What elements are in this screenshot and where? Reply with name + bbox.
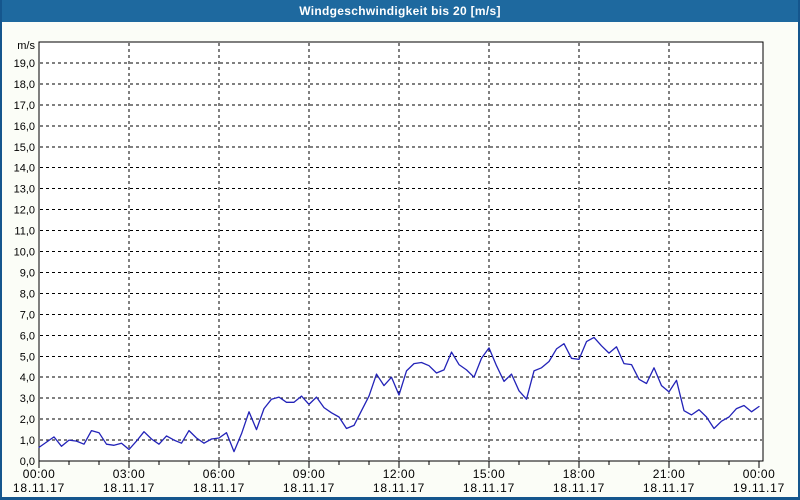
y-tick-label: 1,0 <box>20 435 35 447</box>
y-tick-label: 11,0 <box>14 226 35 238</box>
chart-title: Windgeschwindigkeit bis 20 [m/s] <box>299 4 501 18</box>
title-bar: Windgeschwindigkeit bis 20 [m/s] <box>2 0 798 22</box>
x-tick-date-label: 18.11.17 <box>553 481 605 495</box>
y-tick-label: 9,0 <box>20 267 35 279</box>
x-tick-date-label: 18.11.17 <box>283 481 335 495</box>
x-tick-date-label: 18.11.17 <box>463 481 515 495</box>
x-tick-date-label: 18.11.17 <box>193 481 245 495</box>
y-tick-label: 14,0 <box>14 163 35 175</box>
y-tick-label: 3,0 <box>20 393 35 405</box>
x-tick-time-label: 18:00 <box>563 467 596 481</box>
y-tick-label: 13,0 <box>14 184 35 196</box>
y-axis-unit-label: m/s <box>17 40 35 52</box>
y-tick-label: 4,0 <box>20 372 35 384</box>
x-tick-time-label: 00:00 <box>743 467 776 481</box>
x-axis-labels: 00:0018.11.1703:0018.11.1706:0018.11.170… <box>13 467 785 495</box>
y-tick-label: 0,0 <box>20 456 35 468</box>
x-tick-time-label: 00:00 <box>23 467 56 481</box>
x-tick-date-label: 18.11.17 <box>373 481 425 495</box>
x-tick-time-label: 21:00 <box>653 467 686 481</box>
x-tick-time-label: 15:00 <box>473 467 506 481</box>
x-tick-time-label: 06:00 <box>203 467 236 481</box>
y-tick-label: 8,0 <box>20 288 35 300</box>
wind-speed-series <box>38 336 760 453</box>
y-tick-label: 7,0 <box>20 309 35 321</box>
y-tick-label: 6,0 <box>20 330 35 342</box>
wind-speed-line <box>38 336 760 453</box>
x-tick-date-label: 19.11.17 <box>733 481 785 495</box>
x-tick-date-label: 18.11.17 <box>13 481 65 495</box>
y-tick-label: 12,0 <box>14 205 35 217</box>
y-tick-label: 18,0 <box>14 79 35 91</box>
y-gridlines <box>40 62 762 441</box>
x-axis-ticks <box>38 461 760 468</box>
y-tick-label: 16,0 <box>14 121 35 133</box>
x-tick-time-label: 03:00 <box>113 467 146 481</box>
x-tick-time-label: 12:00 <box>383 467 416 481</box>
x-tick-time-label: 09:00 <box>293 467 326 481</box>
x-tick-date-label: 18.11.17 <box>103 481 155 495</box>
y-tick-label: 2,0 <box>20 414 35 426</box>
y-tick-label: 10,0 <box>14 247 35 259</box>
x-tick-date-label: 18.11.17 <box>643 481 695 495</box>
y-tick-label: 19,0 <box>14 58 35 70</box>
y-axis-labels: 0,0 1,0 2,0 3,0 4,0 5,0 6,0 7,0 8,0 9,0 10,0 11,0 12… <box>14 58 35 468</box>
y-tick-label: 5,0 <box>20 351 35 363</box>
y-tick-label: 17,0 <box>14 100 35 112</box>
y-tick-label: 15,0 <box>14 142 35 154</box>
